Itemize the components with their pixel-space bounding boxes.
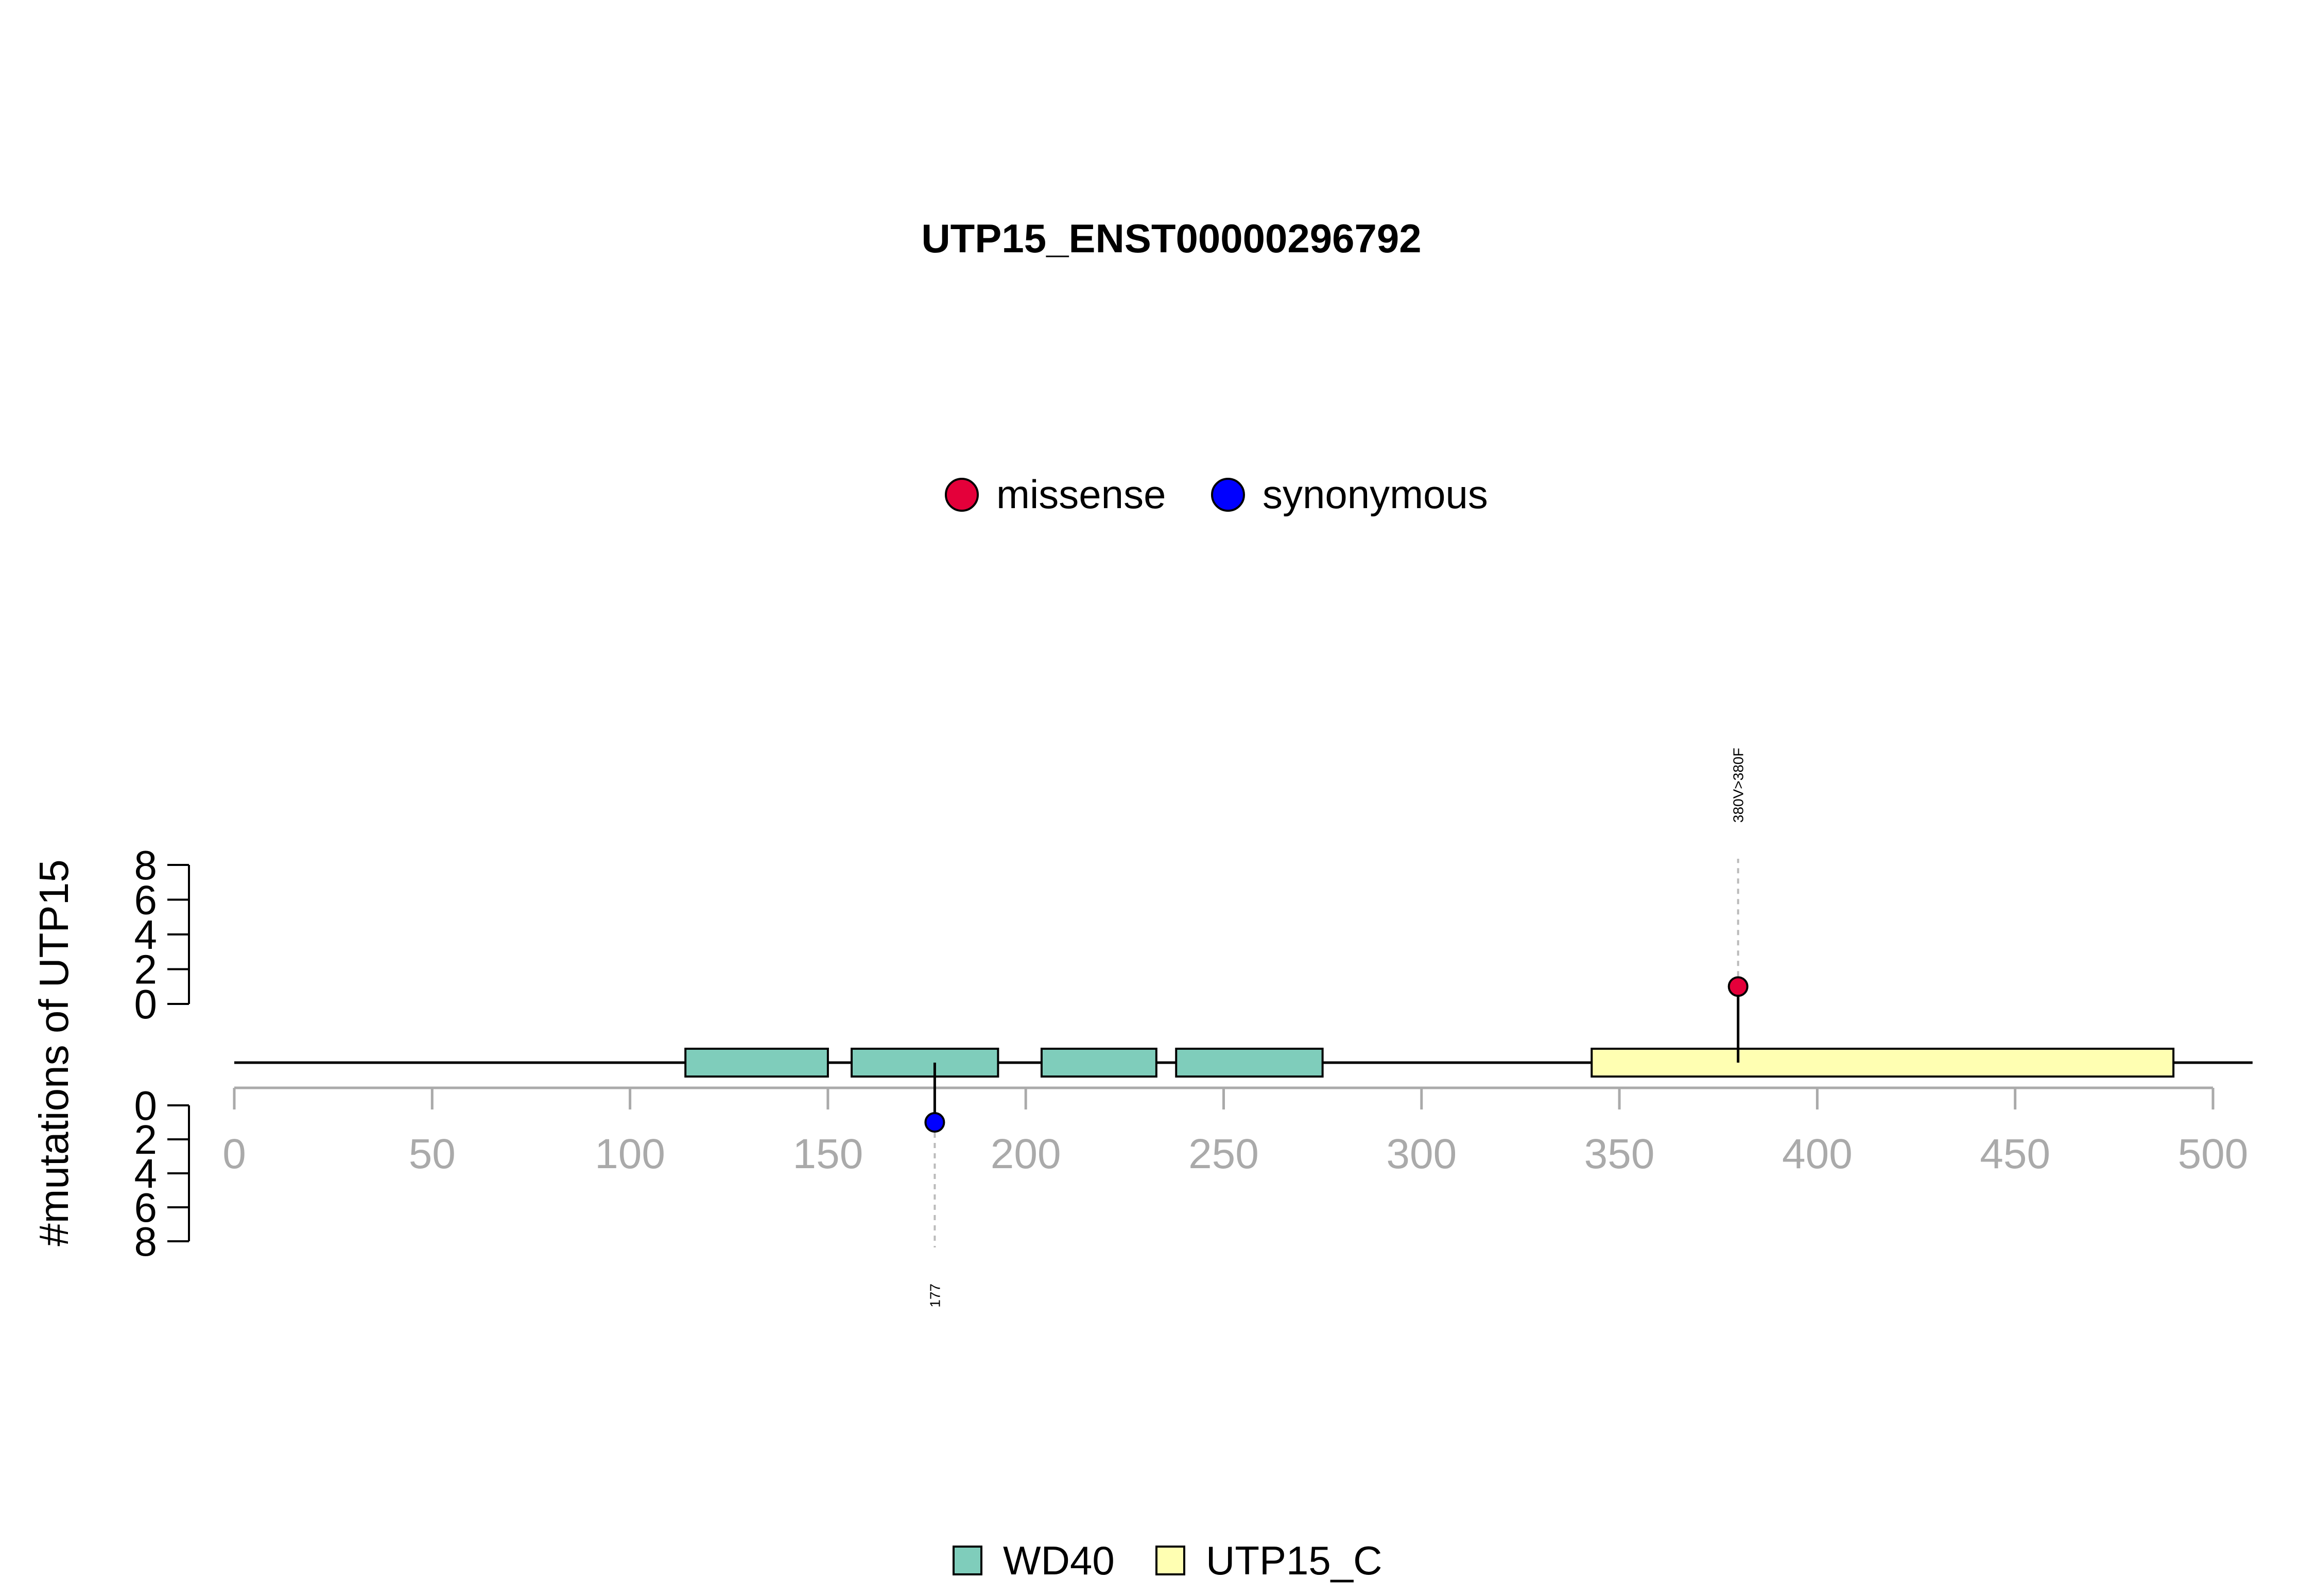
x-axis-tick-label: 350 [1584, 1131, 1655, 1177]
legend-wd40-label: WD40 [1003, 1538, 1115, 1583]
mutation-point-synonymous [924, 1112, 945, 1133]
y-axis-upper-tick-label: 0 [134, 981, 158, 1027]
x-axis-tick-label: 150 [792, 1131, 863, 1177]
domain-legend: WD40 UTP15_C [953, 1538, 1382, 1583]
y-axis-lower-tick-label: 6 [134, 1185, 158, 1230]
mutation-point-missense [1727, 976, 1749, 997]
domain-wd40 [1175, 1048, 1324, 1078]
x-axis-tick-label: 50 [409, 1131, 456, 1177]
mutation-label: 380V>380F [1731, 748, 1747, 823]
y-axis-upper-tick-label: 2 [134, 947, 158, 993]
x-axis-tick-label: 250 [1188, 1131, 1259, 1177]
domain-wd40 [684, 1048, 829, 1078]
x-axis-tick-label: 450 [1980, 1131, 2050, 1177]
x-axis-tick-label: 100 [595, 1131, 665, 1177]
legend-utp15c-swatch [1155, 1546, 1185, 1575]
y-axis-upper-tick-label: 8 [134, 842, 158, 888]
y-axis-lower-tick-label: 4 [134, 1151, 158, 1196]
legend-missense-label: missense [996, 472, 1166, 517]
x-axis-tick-label: 400 [1782, 1131, 1853, 1177]
domain-utp15-c [1590, 1048, 2175, 1078]
legend-utp15c-label: UTP15_C [1206, 1538, 1382, 1583]
mutation-label: 177 [927, 1283, 943, 1308]
legend-missense-marker [945, 478, 979, 512]
chart-title: UTP15_ENST00000296792 [921, 216, 1421, 261]
y-axis-lower-tick-label: 2 [134, 1117, 158, 1163]
domain-wd40 [851, 1048, 999, 1078]
y-axis-upper-tick-label: 6 [134, 877, 158, 923]
mutation-legend: missense synonymous [945, 472, 1488, 517]
y-axis-lower-tick-label: 0 [134, 1083, 158, 1129]
legend-synonymous-label: synonymous [1263, 472, 1488, 517]
domain-wd40 [1040, 1048, 1157, 1078]
x-axis-tick-label: 500 [2178, 1131, 2249, 1177]
x-axis-tick-label: 0 [222, 1131, 246, 1177]
legend-wd40-swatch [953, 1546, 982, 1575]
y-axis-upper-tick-label: 4 [134, 912, 158, 958]
legend-synonymous-marker [1211, 478, 1245, 512]
y-axis-lower-tick-label: 8 [134, 1219, 158, 1264]
x-axis-tick-label: 300 [1386, 1131, 1457, 1177]
x-axis-tick-label: 200 [991, 1131, 1061, 1177]
y-axis-label: #mutations of UTP15 [31, 859, 77, 1246]
